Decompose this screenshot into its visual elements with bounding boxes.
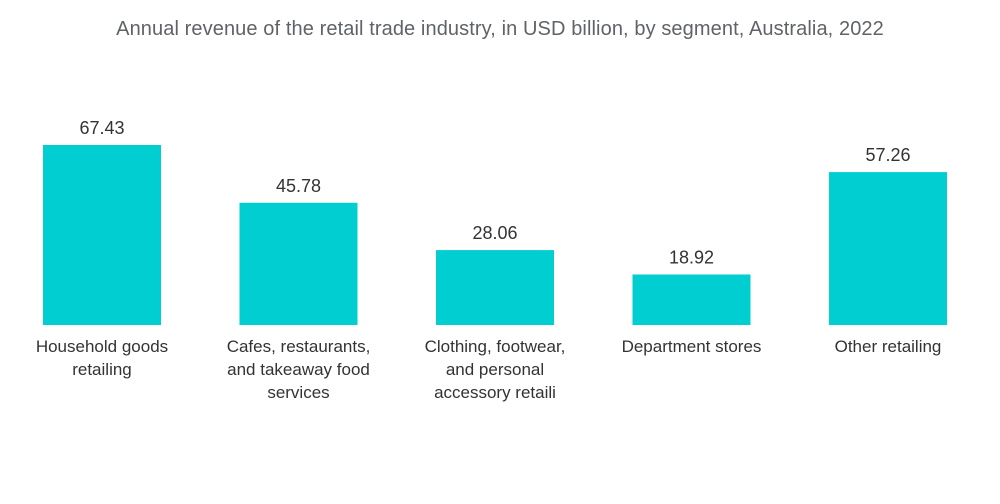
category-label-2-line-2: accessory retaili <box>434 383 556 402</box>
bar-value-label-0: 67.43 <box>79 118 124 138</box>
bar-0 <box>43 145 161 325</box>
bar-3 <box>632 274 751 325</box>
category-label-1-line-1: and takeaway food <box>227 360 370 379</box>
category-label-3-line-0: Department stores <box>622 337 762 356</box>
bar-1 <box>239 202 358 325</box>
bar-2 <box>436 250 554 325</box>
bar-value-label-2: 28.06 <box>472 223 517 243</box>
bar-4 <box>829 172 947 325</box>
category-label-2-line-1: and personal <box>446 360 544 379</box>
category-label-1-line-2: services <box>267 383 329 402</box>
category-label-4-line-0: Other retailing <box>835 337 942 356</box>
chart-title: Annual revenue of the retail trade indus… <box>116 18 884 40</box>
bar-value-label-3: 18.92 <box>669 248 714 268</box>
category-label-2-line-0: Clothing, footwear, <box>425 337 566 356</box>
bar-value-label-4: 57.26 <box>865 145 910 165</box>
category-label-0-line-1: retailing <box>72 360 132 379</box>
category-label-0-line-0: Household goods <box>36 337 168 356</box>
bar-value-label-1: 45.78 <box>276 176 321 196</box>
category-label-1-line-0: Cafes, restaurants, <box>227 337 371 356</box>
